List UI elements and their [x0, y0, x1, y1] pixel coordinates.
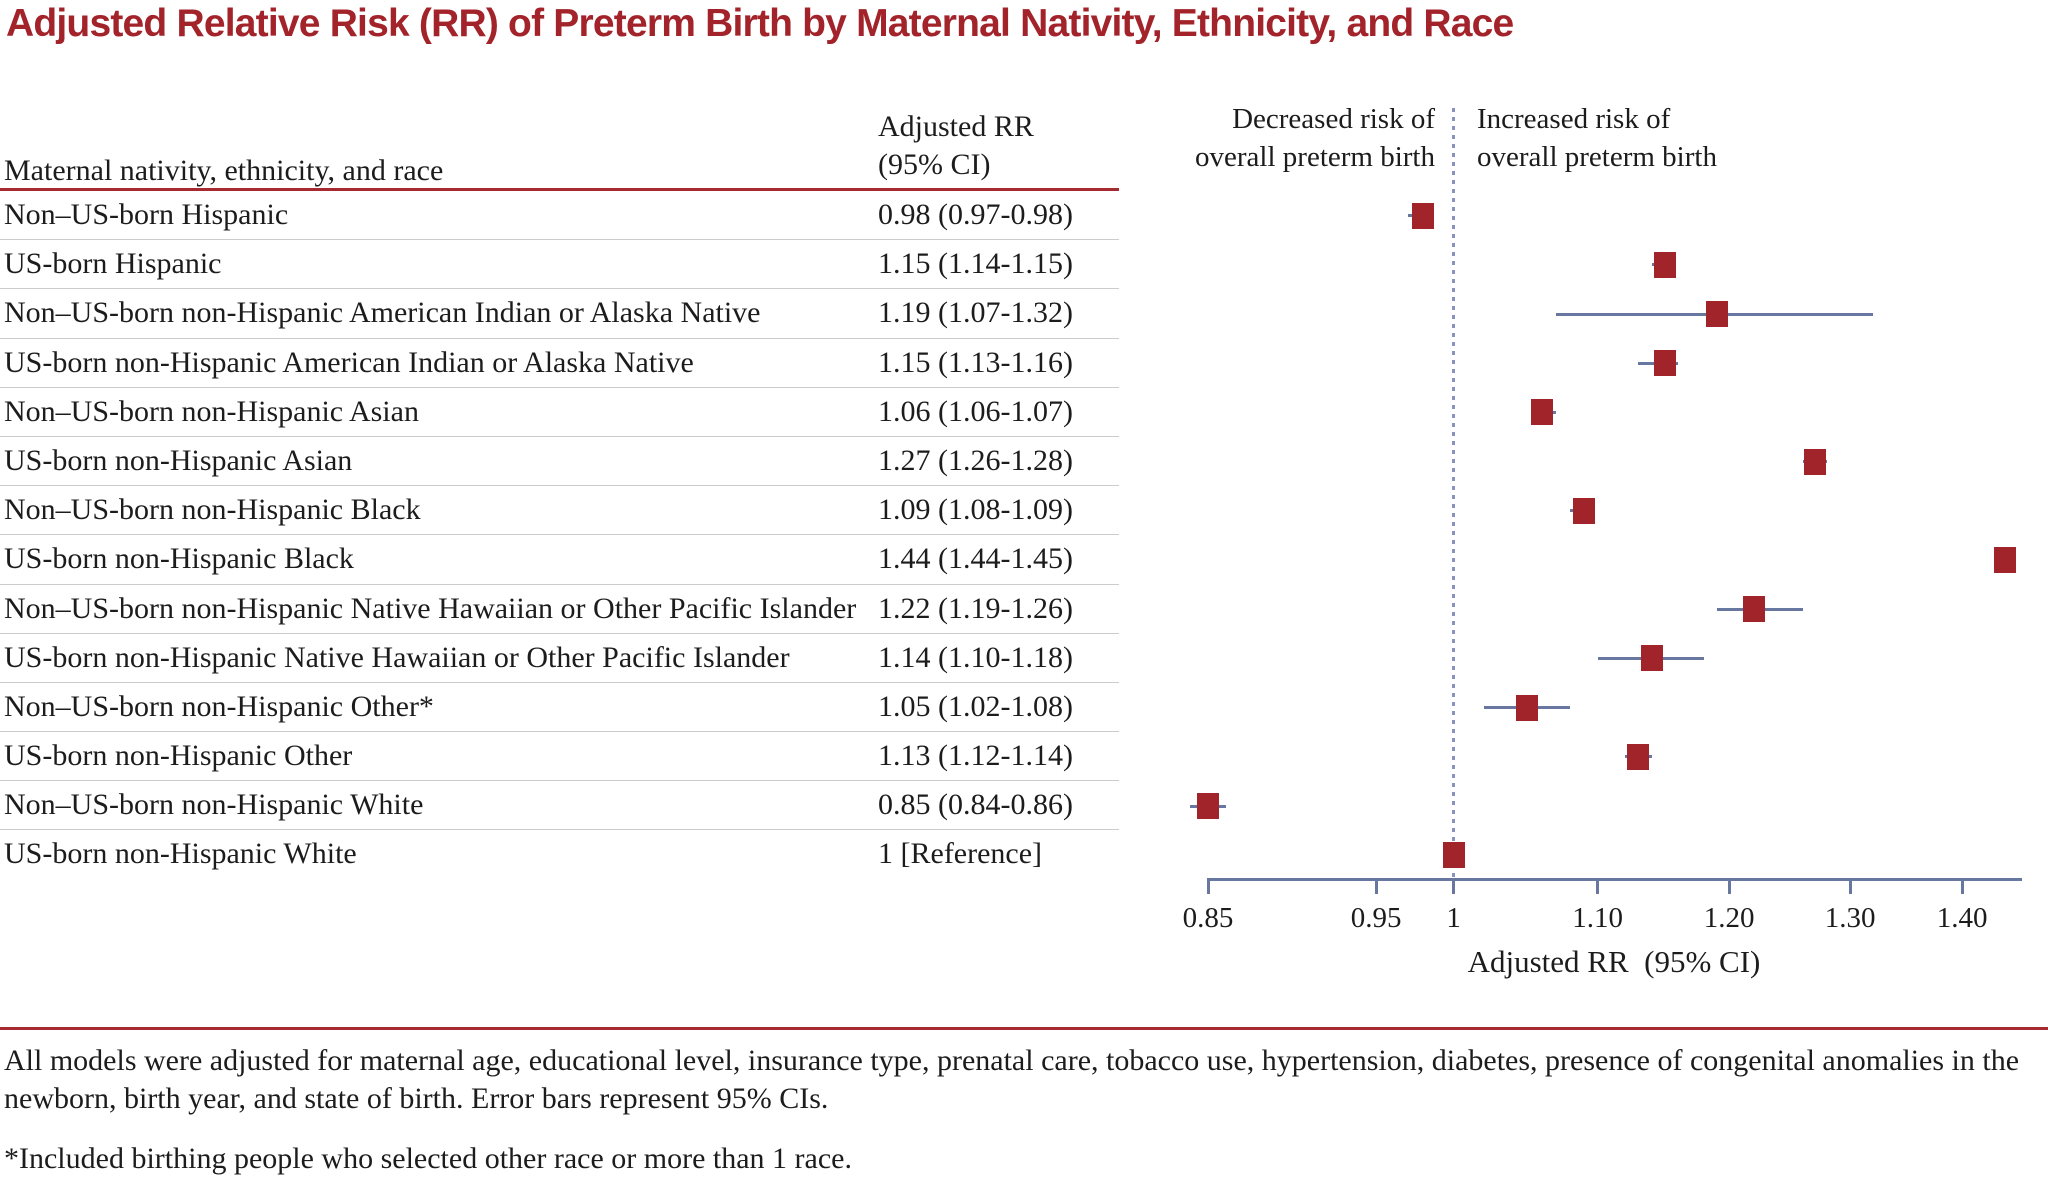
- decreased-risk-line1: Decreased risk of: [1232, 103, 1435, 135]
- table-row: US-born non-Hispanic Native Hawaiian or …: [0, 634, 1119, 683]
- decreased-risk-label: Decreased risk of overall preterm birth: [1040, 100, 1435, 176]
- x-axis-tick-label: 0.95: [1350, 902, 1402, 934]
- row-value: 1.09 (1.08-1.09): [878, 493, 1073, 527]
- decreased-risk-line2: overall preterm birth: [1195, 141, 1435, 173]
- row-value: 1.14 (1.10-1.18): [878, 640, 1073, 674]
- row-label: Non–US-born non-Hispanic Black: [4, 493, 421, 527]
- row-label: US-born Hispanic: [4, 247, 222, 281]
- table-row: US-born non-Hispanic Black 1.44 (1.44-1.4…: [0, 535, 1119, 585]
- row-value: 1 [Reference]: [878, 837, 1043, 871]
- table-row: US-born non-Hispanic American Indian or …: [0, 339, 1119, 388]
- rr-marker: [1803, 448, 1826, 475]
- row-label: Non–US-born non-Hispanic Other*: [4, 689, 434, 723]
- row-value: 0.85 (0.84-0.86): [878, 788, 1073, 822]
- header-rule: [0, 188, 1119, 191]
- row-label: Non–US-born non-Hispanic Native Hawaiian…: [4, 591, 857, 625]
- rr-marker: [1705, 301, 1728, 327]
- x-axis-tick: [1596, 878, 1600, 894]
- rr-marker: [1627, 743, 1650, 770]
- rr-marker: [1993, 547, 2016, 573]
- x-axis-tick-label: 1.10: [1572, 902, 1624, 934]
- row-value: 1.27 (1.26-1.28): [878, 443, 1073, 477]
- increased-risk-line1: Increased risk of: [1477, 103, 1671, 135]
- row-label: US-born non-Hispanic Asian: [4, 443, 353, 477]
- x-axis-tick: [1374, 878, 1378, 894]
- row-value: 1.44 (1.44-1.45): [878, 542, 1073, 576]
- rr-marker: [1412, 202, 1435, 229]
- rr-marker: [1197, 793, 1219, 819]
- table-row: Non–US-born non-Hispanic Black 1.09 (1.08…: [0, 486, 1119, 536]
- table-row: US-born non-Hispanic Asian 1.27 (1.26-1.2…: [0, 437, 1119, 487]
- rr-marker: [1653, 251, 1676, 278]
- table-col2-header: Adjusted RR (95% CI): [878, 108, 1158, 184]
- row-label: US-born non-Hispanic American Indian or …: [4, 345, 694, 379]
- row-label: US-born non-Hispanic White: [4, 837, 357, 871]
- x-axis-label: Adjusted RR (95% CI): [1467, 944, 1761, 979]
- table-row: Non–US-born non-Hispanic Asian 1.06 (1.06…: [0, 388, 1119, 437]
- x-axis-line: [1208, 878, 2022, 881]
- row-value: 1.05 (1.02-1.08): [878, 689, 1073, 723]
- footnote-asterisk: *Included birthing people who selected o…: [4, 1142, 852, 1175]
- table-row: Non–US-born non-Hispanic Other* 1.05 (1.0…: [0, 683, 1119, 733]
- table-row: Non–US-born non-Hispanic American Indian…: [0, 289, 1119, 339]
- row-value: 1.22 (1.19-1.26): [878, 591, 1073, 625]
- table-col1-header: Maternal nativity, ethnicity, and race: [4, 154, 444, 187]
- increased-risk-line2: overall preterm birth: [1477, 141, 1717, 173]
- row-value: 1.15 (1.14-1.15): [878, 247, 1073, 281]
- table-col2-header-line1: Adjusted RR: [878, 110, 1034, 143]
- x-axis-tick-label: 1.30: [1824, 902, 1876, 934]
- x-axis-tick-label: 1.40: [1936, 902, 1988, 934]
- rr-marker: [1572, 497, 1595, 524]
- footnote-adjustments: All models were adjusted for maternal ag…: [4, 1044, 2020, 1115]
- row-value: 1.06 (1.06-1.07): [878, 394, 1073, 428]
- row-label: US-born non-Hispanic Black: [4, 542, 354, 576]
- row-label: Non–US-born non-Hispanic American Indian…: [4, 296, 761, 330]
- row-value: 1.13 (1.12-1.14): [878, 739, 1073, 773]
- row-label: US-born non-Hispanic Other: [4, 739, 353, 773]
- increased-risk-label: Increased risk of overall preterm birth: [1477, 100, 1907, 176]
- row-value: 0.98 (0.97-0.98): [878, 198, 1073, 231]
- x-axis-tick: [1206, 878, 1210, 894]
- x-axis-tick: [1452, 878, 1456, 894]
- rr-marker: [1640, 645, 1663, 672]
- figure-title: Adjusted Relative Risk (RR) of Preterm B…: [6, 2, 1514, 45]
- rr-marker: [1743, 596, 1766, 623]
- table-row: Non–US-born Hispanic 0.98 (0.97-0.98): [0, 191, 1119, 241]
- table-rows: Non–US-born Hispanic 0.98 (0.97-0.98) US-b…: [0, 191, 1119, 880]
- rr-marker: [1442, 842, 1465, 869]
- x-axis-tick: [1727, 878, 1731, 894]
- row-value: 1.19 (1.07-1.32): [878, 296, 1073, 330]
- rr-marker: [1516, 694, 1539, 721]
- table-col2-header-line2: (95% CI): [878, 148, 991, 181]
- rr-marker: [1530, 399, 1553, 426]
- table-row: US-born non-Hispanic Other 1.13 (1.12-1.1…: [0, 732, 1119, 782]
- x-axis-tick: [1848, 878, 1852, 894]
- table-row: Non–US-born non-Hispanic White 0.85 (0.84…: [0, 781, 1119, 831]
- table-row: Non–US-born non-Hispanic Native Hawaiian…: [0, 585, 1119, 634]
- table-row: US-born non-Hispanic White 1 [Reference]: [0, 830, 1119, 879]
- x-axis-tick-label: 1.20: [1703, 902, 1755, 934]
- x-axis-tick-label: 1: [1446, 902, 1461, 934]
- table-row: US-born Hispanic 1.15 (1.14-1.15): [0, 240, 1119, 290]
- row-label: US-born non-Hispanic Native Hawaiian or …: [4, 640, 790, 674]
- x-axis-tick-label: 0.85: [1182, 902, 1234, 934]
- row-value: 1.15 (1.13-1.16): [878, 345, 1073, 379]
- row-label: Non–US-born non-Hispanic Asian: [4, 394, 419, 428]
- row-label: Non–US-born Hispanic: [4, 198, 289, 231]
- rr-marker: [1653, 350, 1676, 377]
- footer-rule: [0, 1027, 2048, 1030]
- x-axis-tick: [1960, 878, 1964, 894]
- row-label: Non–US-born non-Hispanic White: [4, 788, 424, 822]
- reference-dotted-line: [1452, 108, 1455, 880]
